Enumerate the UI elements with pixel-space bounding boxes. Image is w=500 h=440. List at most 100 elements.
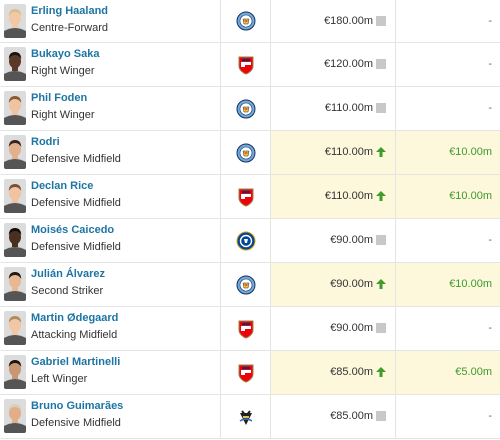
market-value: €90.00m: [330, 278, 373, 290]
market-value-cell: €120.00m: [271, 43, 396, 86]
market-value: €90.00m: [330, 234, 373, 246]
club-cell: [221, 219, 271, 262]
table-row: Moisés Caicedo Defensive Midfield €90.00…: [0, 219, 500, 263]
player-name-link[interactable]: Rodri: [31, 136, 60, 148]
club-cell: [221, 0, 271, 42]
value-change: €10.00m: [449, 190, 492, 202]
market-value-cell: €85.00m: [271, 351, 396, 394]
club-cell: [221, 351, 271, 394]
player-position: Second Striker: [31, 285, 104, 297]
no-change-square-icon: [376, 323, 386, 333]
man-city-crest-icon[interactable]: [236, 11, 256, 31]
market-value-cell: €110.00m: [271, 131, 396, 174]
value-change: -: [488, 410, 492, 422]
player-photo[interactable]: [4, 179, 26, 213]
value-change: -: [488, 102, 492, 114]
market-value-cell: €180.00m: [271, 0, 396, 42]
player-name-link[interactable]: Julián Álvarez: [31, 268, 105, 280]
no-change-square-icon: [376, 411, 386, 421]
player-position: Defensive Midfield: [31, 197, 121, 209]
market-value: €85.00m: [330, 410, 373, 422]
player-name-link[interactable]: Gabriel Martinelli: [31, 356, 121, 368]
value-change-cell: €10.00m: [396, 175, 500, 218]
table-row: Bruno Guimarães Defensive Midfield €85.0…: [0, 395, 500, 439]
value-change: -: [488, 322, 492, 334]
player-photo[interactable]: [4, 135, 26, 169]
player-name-link[interactable]: Moisés Caicedo: [31, 224, 115, 236]
value-change: €10.00m: [449, 278, 492, 290]
club-cell: [221, 87, 271, 130]
arsenal-crest-icon[interactable]: [237, 187, 255, 207]
value-change: -: [488, 234, 492, 246]
trend-up-arrow-icon: [376, 367, 386, 377]
market-value-cell: €90.00m: [271, 263, 396, 306]
player-position: Right Winger: [31, 109, 95, 121]
market-value: €90.00m: [330, 322, 373, 334]
table-row: Phil Foden Right Winger €110.00m -: [0, 87, 500, 131]
table-row: Gabriel Martinelli Left Winger €85.00m €…: [0, 351, 500, 395]
player-cell: Moisés Caicedo Defensive Midfield: [0, 219, 221, 262]
market-value-cell: €90.00m: [271, 307, 396, 350]
value-change: €5.00m: [455, 366, 492, 378]
market-value: €110.00m: [324, 190, 373, 202]
arsenal-crest-icon[interactable]: [237, 319, 255, 339]
player-cell: Bruno Guimarães Defensive Midfield: [0, 395, 221, 438]
table-row: Rodri Defensive Midfield €110.00m €10.00…: [0, 131, 500, 175]
player-cell: Erling Haaland Centre-Forward: [0, 0, 221, 42]
market-value: €180.00m: [324, 15, 373, 27]
market-value-cell: €90.00m: [271, 219, 396, 262]
value-change-cell: -: [396, 395, 500, 438]
market-value-cell: €110.00m: [271, 175, 396, 218]
market-value: €110.00m: [324, 146, 373, 158]
player-photo[interactable]: [4, 311, 26, 345]
arsenal-crest-icon[interactable]: [237, 363, 255, 383]
value-change-cell: -: [396, 87, 500, 130]
value-change-cell: -: [396, 0, 500, 42]
man-city-crest-icon[interactable]: [236, 275, 256, 295]
chelsea-crest-icon[interactable]: [236, 231, 256, 251]
player-cell: Declan Rice Defensive Midfield: [0, 175, 221, 218]
man-city-crest-icon[interactable]: [236, 143, 256, 163]
table-row: Bukayo Saka Right Winger €120.00m -: [0, 43, 500, 87]
market-value: €85.00m: [330, 366, 373, 378]
player-photo[interactable]: [4, 355, 26, 389]
player-position: Centre-Forward: [31, 22, 109, 34]
player-name-link[interactable]: Bukayo Saka: [31, 48, 100, 60]
man-city-crest-icon[interactable]: [236, 99, 256, 119]
trend-up-arrow-icon: [376, 147, 386, 157]
player-cell: Rodri Defensive Midfield: [0, 131, 221, 174]
table-row: Erling Haaland Centre-Forward €180.00m -: [0, 0, 500, 43]
player-name-link[interactable]: Declan Rice: [31, 180, 94, 192]
player-name-link[interactable]: Phil Foden: [31, 92, 88, 104]
club-cell: [221, 395, 271, 438]
player-position: Attacking Midfield: [31, 329, 118, 341]
player-photo[interactable]: [4, 267, 26, 301]
value-change-cell: -: [396, 43, 500, 86]
trend-up-arrow-icon: [376, 279, 386, 289]
player-photo[interactable]: [4, 223, 26, 257]
player-photo[interactable]: [4, 91, 26, 125]
no-change-square-icon: [376, 59, 386, 69]
player-name-link[interactable]: Martin Ødegaard: [31, 312, 119, 324]
player-cell: Bukayo Saka Right Winger: [0, 43, 221, 86]
no-change-square-icon: [376, 16, 386, 26]
player-cell: Gabriel Martinelli Left Winger: [0, 351, 221, 394]
club-cell: [221, 131, 271, 174]
player-cell: Martin Ødegaard Attacking Midfield: [0, 307, 221, 350]
player-cell: Phil Foden Right Winger: [0, 87, 221, 130]
player-name-link[interactable]: Bruno Guimarães: [31, 400, 124, 412]
club-cell: [221, 307, 271, 350]
value-change-cell: -: [396, 219, 500, 262]
player-position: Right Winger: [31, 65, 95, 77]
arsenal-crest-icon[interactable]: [237, 55, 255, 75]
player-name-link[interactable]: Erling Haaland: [31, 5, 109, 17]
table-row: Declan Rice Defensive Midfield €110.00m …: [0, 175, 500, 219]
player-cell: Julián Álvarez Second Striker: [0, 263, 221, 306]
value-change-cell: €10.00m: [396, 263, 500, 306]
player-photo[interactable]: [4, 4, 26, 38]
player-position: Left Winger: [31, 373, 88, 385]
player-photo[interactable]: [4, 399, 26, 433]
newcastle-crest-icon[interactable]: [236, 407, 256, 427]
player-photo[interactable]: [4, 47, 26, 81]
